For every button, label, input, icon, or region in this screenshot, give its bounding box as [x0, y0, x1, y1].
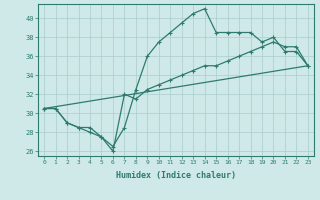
- X-axis label: Humidex (Indice chaleur): Humidex (Indice chaleur): [116, 171, 236, 180]
